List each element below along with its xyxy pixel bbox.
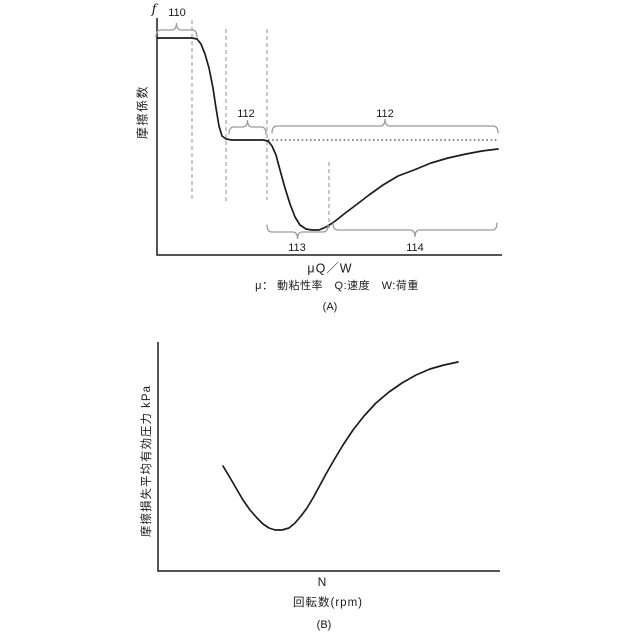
panel-a-y-axis-label: 摩擦係数 (135, 84, 150, 140)
region-label-112: 112 (376, 108, 394, 120)
curve (222, 361, 459, 531)
region-label-112: 112 (237, 108, 255, 120)
region-label-114: 114 (406, 242, 424, 254)
panel-b-plot (157, 342, 500, 572)
panel-b-x-tick-label: N (317, 575, 327, 589)
panel-a-legend: μ： 動粘性率 Q:速度 W:荷重 (255, 280, 419, 292)
panel-a-f-label: f (151, 2, 157, 18)
axes (156, 18, 502, 256)
panel-b-y-axis-label: 摩擦損失平均有効圧力 kPa (141, 384, 153, 538)
panel-b-x-axis-label: 回転数(rpm) (293, 597, 363, 609)
brace-113 (266, 224, 329, 240)
brace-112 (228, 119, 267, 135)
brace-114 (332, 222, 498, 238)
brace-112 (271, 118, 499, 134)
axes (157, 342, 500, 572)
panel-a-x-axis-label: μQ／W (307, 261, 353, 276)
curve (156, 37, 499, 231)
panel-a-plot: 110 112 112 113 114 (155, 7, 502, 256)
panel-b-caption: (B) (316, 619, 332, 631)
region-label-113: 113 (288, 242, 306, 254)
region-label-110: 110 (168, 7, 186, 19)
brace-110 (155, 22, 198, 38)
panel-a-caption: (A) (322, 301, 338, 313)
